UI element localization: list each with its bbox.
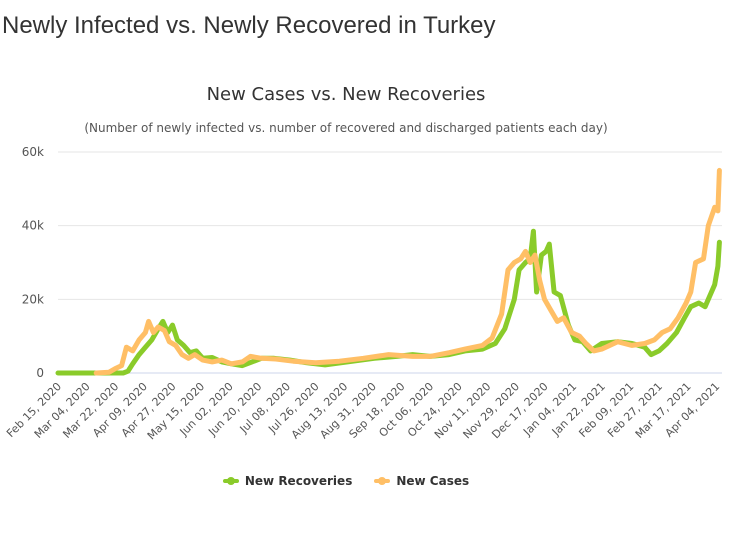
legend-swatch-cases [374, 477, 391, 485]
series-line-new-recoveries [55, 228, 722, 376]
legend: New Recoveries New Cases [0, 474, 692, 488]
page-title: Newly Infected vs. Newly Recovered in Tu… [2, 12, 496, 39]
y-tick-label: 0 [36, 366, 44, 380]
y-tick-label: 60k [22, 145, 44, 159]
chart-title: New Cases vs. New Recoveries [206, 84, 486, 105]
y-tick-label: 20k [22, 292, 44, 306]
series-line-new-cases [93, 167, 722, 376]
legend-label: New Recoveries [244, 474, 353, 488]
legend-label: New Cases [396, 474, 470, 488]
legend-item-cases[interactable]: New Cases [374, 474, 469, 488]
chart-subtitle: (Number of newly infected vs. number of … [84, 121, 608, 135]
y-tick-label: 40k [22, 219, 44, 233]
legend-swatch-recoveries [222, 477, 239, 485]
legend-item-recoveries[interactable]: New Recoveries [222, 474, 353, 488]
